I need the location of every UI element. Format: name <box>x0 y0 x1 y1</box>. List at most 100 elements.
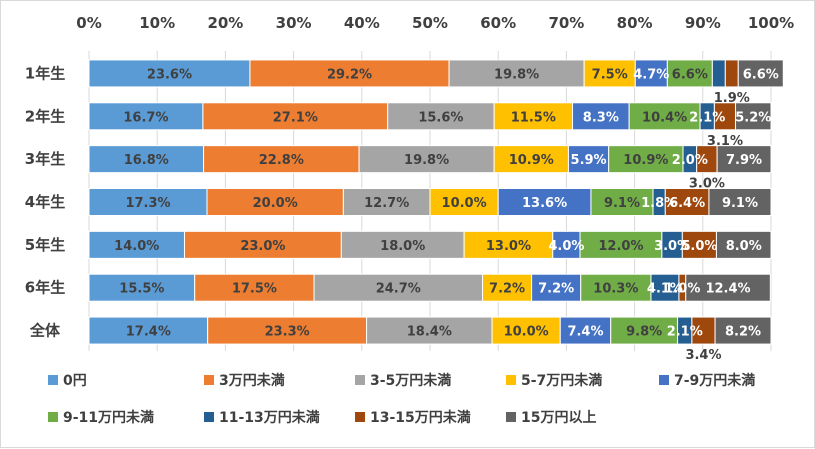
legend: 0円 3万円未満 3-5万円未満 5-7万円未満 7-9万円未満 9-11万円未満 11-1… <box>48 372 755 426</box>
bar-segment <box>387 102 495 131</box>
data-label: 16.8% <box>124 153 169 168</box>
bar-segment <box>358 145 495 174</box>
bar-segment <box>88 102 204 131</box>
data-label: 5.9% <box>571 153 607 168</box>
data-label: 10.0% <box>504 325 549 340</box>
x-tick-label: 60% <box>480 14 516 32</box>
callout-label: 1.9% <box>714 91 750 106</box>
legend-label: 3-5万円未満 <box>370 372 451 389</box>
data-label: 9.1% <box>722 196 758 211</box>
legend-swatch <box>506 375 516 385</box>
data-label: 2.0% <box>672 153 708 168</box>
legend-label: 13-15万円未満 <box>370 409 471 426</box>
x-tick-label: 40% <box>344 14 380 32</box>
bar-segment <box>610 316 679 345</box>
data-label: 6.6% <box>743 67 779 82</box>
data-label: 24.7% <box>376 282 421 297</box>
category-label: 全体 <box>29 322 61 340</box>
data-label: 2.1% <box>667 325 703 340</box>
legend-swatch <box>506 412 516 422</box>
data-label: 6.4% <box>669 196 705 211</box>
bar-segment <box>342 188 431 216</box>
bar-segment <box>583 59 636 88</box>
bar-segment <box>650 273 680 302</box>
data-label: 18.0% <box>380 239 425 254</box>
data-label: 17.5% <box>232 282 277 297</box>
data-label: 10.4% <box>642 110 687 125</box>
x-tick-label: 70% <box>548 14 584 32</box>
category-label: 6年生 <box>25 279 65 297</box>
data-label: 10.9% <box>509 153 554 168</box>
bar-segment <box>531 273 582 302</box>
data-label: 19.8% <box>404 153 449 168</box>
legend-swatch <box>659 375 669 385</box>
bars <box>88 59 784 345</box>
bar-segment <box>88 273 196 302</box>
data-label: 16.7% <box>123 110 168 125</box>
data-label: 12.4% <box>705 282 750 297</box>
data-label: 5.0% <box>681 239 717 254</box>
data-label: 4.7% <box>633 67 669 82</box>
x-tick-label: 100% <box>748 14 794 32</box>
data-label: 8.0% <box>726 239 762 254</box>
data-label: 10.0% <box>442 196 487 211</box>
data-label: 17.3% <box>125 196 170 211</box>
legend-label: 3万円未満 <box>219 372 285 389</box>
data-label: 1.8% <box>641 196 677 211</box>
bar-segment <box>249 59 450 88</box>
legend-label: 0円 <box>63 373 87 389</box>
data-label: 7.2% <box>538 282 574 297</box>
data-label: 23.3% <box>265 325 310 340</box>
bar-segment <box>552 230 581 259</box>
bar-segment <box>708 188 772 216</box>
data-label: 29.2% <box>327 67 372 82</box>
data-label: 9.1% <box>604 196 640 211</box>
legend-label: 5-7万円未満 <box>521 372 602 389</box>
bar-segment <box>88 316 209 345</box>
bar-segment <box>711 59 726 88</box>
data-label: 9.8% <box>626 325 662 340</box>
bar-segment <box>493 102 574 131</box>
data-label: 19.8% <box>494 67 539 82</box>
x-tick-label: 30% <box>276 14 312 32</box>
legend-swatch <box>204 375 214 385</box>
data-label: 27.1% <box>273 110 318 125</box>
legend-label: 15万円以上 <box>521 410 596 426</box>
callout-label: 3.0% <box>689 177 725 192</box>
data-label: 10.9% <box>623 153 668 168</box>
legend-swatch <box>48 412 58 422</box>
x-axis-ticks: 0% 10% 20% 30% 40% 50% 60% 70% 80% 90% 100% <box>76 14 794 32</box>
legend-swatch <box>355 412 365 422</box>
legend-swatch <box>204 412 214 422</box>
bar-segment <box>590 188 654 216</box>
data-label: 4.1% <box>647 282 683 297</box>
data-label: 6.6% <box>672 67 708 82</box>
data-label: 15.6% <box>418 110 463 125</box>
bar-segment <box>313 273 484 302</box>
data-label: 18.4% <box>407 325 452 340</box>
data-label: 11.5% <box>511 110 556 125</box>
legend-swatch <box>48 375 58 385</box>
data-label: 7.9% <box>726 153 762 168</box>
data-label: 1.0% <box>664 282 700 297</box>
legend-swatch <box>355 375 365 385</box>
data-label: 8.2% <box>725 325 761 340</box>
x-tick-label: 50% <box>412 14 448 32</box>
data-label: 23.6% <box>147 67 192 82</box>
bar-segment <box>206 188 344 216</box>
bar-segment <box>493 145 569 174</box>
bar-segment <box>579 230 663 259</box>
bar-segment <box>88 230 185 259</box>
category-label: 5年生 <box>25 236 65 254</box>
data-label: 13.6% <box>522 196 567 211</box>
data-label: 10.3% <box>593 282 638 297</box>
data-label: 12.7% <box>364 196 409 211</box>
bar-segment <box>183 230 342 259</box>
x-tick-label: 0% <box>76 14 101 32</box>
legend-label: 9-11万円未満 <box>63 409 154 426</box>
bar-segment <box>340 230 465 259</box>
data-label: 23.0% <box>240 239 285 254</box>
bar-segment <box>88 145 205 174</box>
